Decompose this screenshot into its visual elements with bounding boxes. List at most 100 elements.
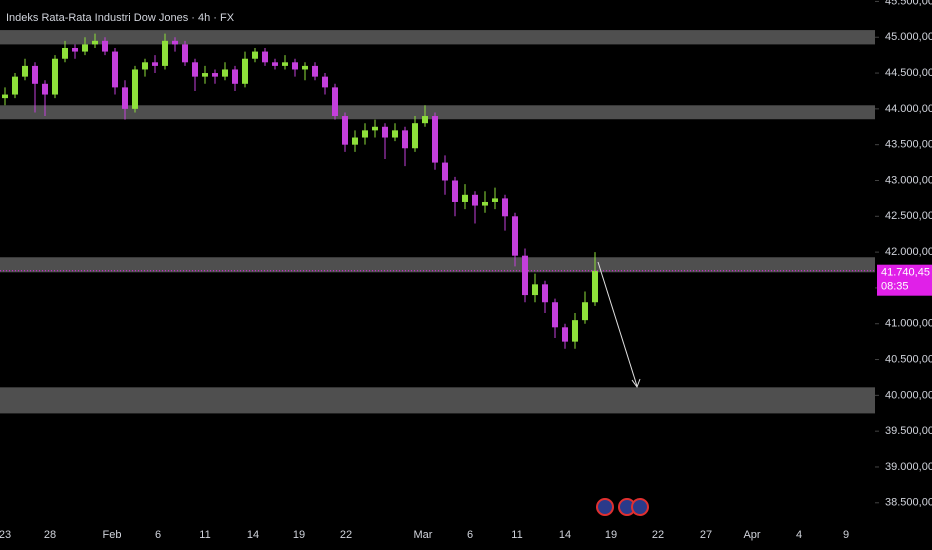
- candle-body: [552, 302, 558, 328]
- y-tick-label: 45.000,00: [885, 31, 932, 43]
- y-tick-label: 42.000,00: [885, 246, 932, 258]
- price-zone: [0, 257, 875, 273]
- candle-body: [282, 62, 288, 66]
- candle-body: [252, 51, 258, 59]
- candle-body: [582, 302, 588, 321]
- x-tick-label: 23: [0, 529, 11, 541]
- candle-body: [462, 194, 468, 202]
- x-tick-label: 27: [700, 529, 712, 541]
- candle-body: [432, 116, 438, 163]
- y-tick-label: 44.000,00: [885, 103, 932, 115]
- candle-body: [142, 62, 148, 70]
- y-tick-label: 39.500,00: [885, 425, 932, 437]
- candle-body: [512, 216, 518, 256]
- candle-body: [32, 65, 38, 84]
- y-tick-label: 43.500,00: [885, 139, 932, 151]
- x-tick-label: 11: [511, 529, 522, 541]
- y-tick-label: 42.500,00: [885, 210, 932, 222]
- event-icons: [596, 498, 649, 516]
- x-tick-label: 22: [340, 529, 352, 541]
- x-tick-label: 22: [652, 529, 664, 541]
- candle-body: [332, 87, 338, 117]
- last-price-label: 41.740,45: [881, 267, 930, 279]
- last-price-box: [877, 264, 932, 296]
- candle-body: [92, 40, 98, 45]
- y-tick-label: 40.500,00: [885, 353, 932, 365]
- candle-body: [72, 47, 78, 52]
- candle-body: [52, 58, 58, 95]
- candle-body: [272, 62, 278, 66]
- candle-body: [242, 58, 248, 84]
- candle-body: [122, 87, 128, 109]
- candle-body: [222, 69, 228, 77]
- candle-body: [152, 62, 158, 66]
- candle-body: [42, 83, 48, 95]
- x-tick-label: 19: [293, 529, 305, 541]
- candle-body: [492, 198, 498, 202]
- candle-body: [382, 126, 388, 138]
- candle-body: [112, 51, 118, 88]
- y-tick-label: 38.500,00: [885, 497, 932, 509]
- y-tick-label: 40.000,00: [885, 389, 932, 401]
- candle-body: [22, 65, 28, 77]
- price-zone: [0, 105, 875, 120]
- candle-body: [172, 40, 178, 45]
- candle-body: [442, 162, 448, 181]
- candle-body: [362, 130, 368, 138]
- y-tick-label: 43.000,00: [885, 174, 932, 186]
- x-tick-label: 4: [796, 529, 802, 541]
- candle-body: [572, 320, 578, 342]
- candle-body: [412, 123, 418, 149]
- candle-body: [292, 62, 298, 70]
- y-tick-label: 44.500,00: [885, 67, 932, 79]
- candle-body: [202, 73, 208, 77]
- candle-body: [62, 47, 68, 59]
- x-tick-label: 9: [843, 529, 849, 541]
- candle-body: [392, 130, 398, 138]
- candle-body: [422, 116, 428, 124]
- candle-body: [372, 126, 378, 131]
- y-tick-label: 45.500,00: [885, 0, 932, 7]
- y-tick-label: 39.000,00: [885, 461, 932, 473]
- candle-body: [592, 270, 598, 303]
- arrow-head: [631, 378, 641, 389]
- candle-body: [262, 51, 268, 63]
- candle-body: [522, 255, 528, 296]
- candle-body: [322, 76, 328, 88]
- price-zone: [0, 30, 875, 45]
- x-tick-label: 28: [44, 529, 56, 541]
- candle-body: [212, 73, 218, 77]
- candle-body: [302, 65, 308, 70]
- x-tick-label: 6: [467, 529, 473, 541]
- projection-arrow: [597, 261, 638, 387]
- candle-body: [102, 40, 108, 52]
- candle-body: [542, 284, 548, 303]
- x-tick-label: 14: [247, 529, 259, 541]
- candle-body: [132, 69, 138, 109]
- x-tick-label: 14: [559, 529, 571, 541]
- candle-body: [232, 69, 238, 84]
- countdown: 08:35: [881, 281, 909, 293]
- candle-body: [562, 327, 568, 342]
- candle-body: [402, 130, 408, 149]
- price-zone: [0, 387, 875, 414]
- candle-body: [162, 40, 168, 66]
- chart-title: Indeks Rata-Rata Industri Dow Jones · 4h…: [6, 12, 235, 24]
- x-tick-label: 11: [199, 529, 210, 541]
- candle-body: [12, 76, 18, 95]
- x-tick-label: Mar: [414, 529, 433, 541]
- candle-body: [82, 44, 88, 52]
- candle-body: [342, 116, 348, 145]
- x-tick-label: 19: [605, 529, 617, 541]
- candle-body: [192, 62, 198, 77]
- candle-body: [352, 137, 358, 145]
- candle-body: [472, 194, 478, 206]
- x-tick-label: Apr: [743, 529, 760, 541]
- candle-body: [482, 201, 488, 206]
- candle-body: [452, 180, 458, 202]
- candle-body: [182, 44, 188, 63]
- y-tick-label: 41.000,00: [885, 318, 932, 330]
- x-tick-label: Feb: [103, 529, 122, 541]
- candle-body: [502, 198, 508, 217]
